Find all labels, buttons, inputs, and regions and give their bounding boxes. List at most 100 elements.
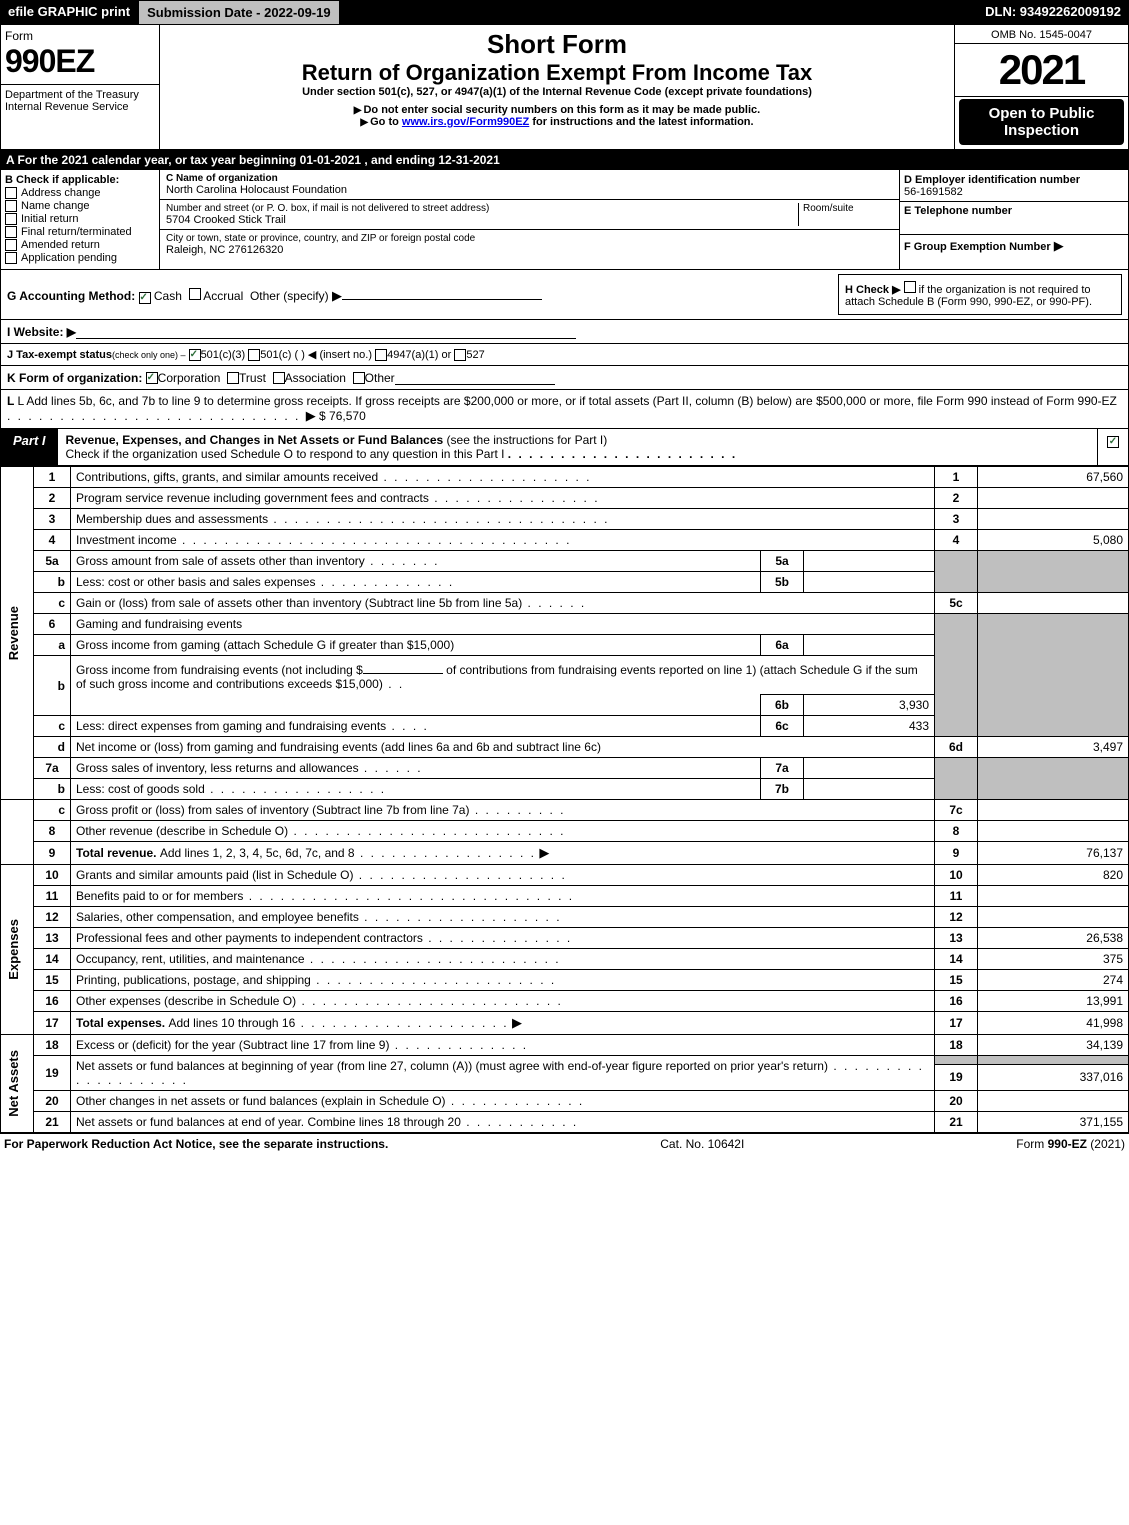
line-number: 16 — [34, 991, 71, 1012]
irs-label: Internal Revenue Service — [5, 101, 155, 113]
checkbox-corporation[interactable] — [146, 372, 158, 384]
checkbox-accrual[interactable] — [189, 288, 201, 300]
line-number: 20 — [34, 1091, 71, 1112]
section-b: B Check if applicable: Address change Na… — [1, 170, 160, 269]
checkbox-amended-return[interactable] — [5, 239, 17, 251]
table-row: 5a Gross amount from sale of assets othe… — [1, 551, 1129, 572]
line-number: 3 — [34, 509, 71, 530]
d-label: D Employer identification number — [904, 174, 1124, 186]
line-desc: Professional fees and other payments to … — [71, 928, 935, 949]
part-1-table: Revenue 1 Contributions, gifts, grants, … — [0, 466, 1129, 1133]
checkbox-schedule-b-not-required[interactable] — [904, 281, 916, 293]
table-row: 8 Other revenue (describe in Schedule O)… — [1, 821, 1129, 842]
line-desc: Gross income from gaming (attach Schedul… — [71, 635, 761, 656]
label-initial-return: Initial return — [21, 213, 78, 225]
grey-cell — [935, 551, 978, 593]
label-application-pending: Application pending — [21, 252, 117, 264]
c-city-label: City or town, state or province, country… — [166, 233, 893, 244]
grey-cell — [935, 758, 978, 800]
line-ref: 20 — [935, 1091, 978, 1112]
line-desc: Net income or (loss) from gaming and fun… — [71, 737, 935, 758]
checkbox-501c3[interactable] — [189, 349, 201, 361]
table-row: 4 Investment income . . . . . . . . . . … — [1, 530, 1129, 551]
line-desc: Less: cost or other basis and sales expe… — [71, 572, 761, 593]
line-ref: 17 — [935, 1012, 978, 1035]
checkbox-cash[interactable] — [139, 292, 151, 304]
form-number: 990EZ — [5, 43, 155, 80]
checkbox-address-change[interactable] — [5, 187, 17, 199]
header-center: Short Form Return of Organization Exempt… — [160, 25, 954, 149]
line-value: 820 — [978, 865, 1129, 886]
form-990ez-page: efile GRAPHIC print Submission Date - 20… — [0, 0, 1129, 1154]
checkbox-schedule-o[interactable] — [1107, 436, 1119, 448]
label-527: 527 — [466, 349, 484, 361]
table-row: d Net income or (loss) from gaming and f… — [1, 737, 1129, 758]
checkbox-application-pending[interactable] — [5, 252, 17, 264]
line-ref: 5c — [935, 593, 978, 614]
part-1-title: Revenue, Expenses, and Changes in Net As… — [58, 429, 1097, 465]
checkbox-final-return[interactable] — [5, 226, 17, 238]
section-c: C Name of organization North Carolina Ho… — [160, 170, 900, 269]
line-desc: Investment income . . . . . . . . . . . … — [71, 530, 935, 551]
line-desc: Gross profit or (loss) from sales of inv… — [71, 800, 935, 821]
label-association: Association — [285, 371, 346, 385]
subline-ref: 5a — [761, 551, 804, 572]
table-row: 2 Program service revenue including gove… — [1, 488, 1129, 509]
line-ref: 15 — [935, 970, 978, 991]
table-row: 3 Membership dues and assessments . . . … — [1, 509, 1129, 530]
line-value: 13,991 — [978, 991, 1129, 1012]
label-other-specify: Other (specify) — [250, 289, 329, 303]
checkbox-527[interactable] — [454, 349, 466, 361]
line-desc: Gross income from fundraising events (no… — [71, 656, 935, 695]
line-ref: 9 — [935, 842, 978, 865]
section-j: J Tax-exempt status (check only one) ‒ 5… — [0, 344, 1129, 366]
line-number: b — [34, 779, 71, 800]
line-desc: Other revenue (describe in Schedule O) .… — [71, 821, 935, 842]
irs-link[interactable]: www.irs.gov/Form990EZ — [402, 116, 529, 128]
line-value: 371,155 — [978, 1112, 1129, 1133]
line-value — [978, 488, 1129, 509]
i-label: I Website: ▶ — [7, 325, 76, 339]
line-ref: 13 — [935, 928, 978, 949]
form-word: Form — [5, 29, 155, 43]
checkbox-other-org[interactable] — [353, 372, 365, 384]
section-b-title: B Check if applicable: — [5, 174, 155, 186]
f-label: F Group Exemption Number — [904, 241, 1051, 253]
line-number: 7a — [34, 758, 71, 779]
table-row: 19 Net assets or fund balances at beginn… — [1, 1056, 1129, 1065]
checkbox-name-change[interactable] — [5, 200, 17, 212]
checkbox-association[interactable] — [273, 372, 285, 384]
check-o-text: Check if the organization used Schedule … — [66, 447, 505, 461]
checkbox-initial-return[interactable] — [5, 213, 17, 225]
c-name-label: C Name of organization — [166, 173, 893, 184]
line-desc: Printing, publications, postage, and shi… — [71, 970, 935, 991]
contrib-amount-field[interactable] — [363, 659, 443, 674]
line-desc: Other changes in net assets or fund bala… — [71, 1091, 935, 1112]
other-specify-field[interactable] — [342, 285, 542, 300]
line-number: 6 — [34, 614, 71, 635]
grey-cell — [978, 614, 1129, 737]
other-org-field[interactable] — [395, 370, 555, 385]
line-value — [978, 800, 1129, 821]
g-label: G Accounting Method: — [7, 289, 135, 303]
label-address-change: Address change — [21, 187, 101, 199]
website-field[interactable] — [76, 324, 576, 339]
checkbox-4947[interactable] — [375, 349, 387, 361]
c-street-label: Number and street (or P. O. box, if mail… — [166, 203, 798, 214]
checkbox-501c[interactable] — [248, 349, 260, 361]
line-number: 10 — [34, 865, 71, 886]
room-suite-label: Room/suite — [798, 203, 893, 226]
page-footer: For Paperwork Reduction Act Notice, see … — [0, 1133, 1129, 1154]
line-number: 19 — [34, 1056, 71, 1091]
table-row: 21 Net assets or fund balances at end of… — [1, 1112, 1129, 1133]
line-desc: Net assets or fund balances at end of ye… — [71, 1112, 935, 1133]
line-value — [978, 1091, 1129, 1112]
section-k: K Form of organization: Corporation Trus… — [0, 366, 1129, 390]
sections-g-h: G Accounting Method: Cash Accrual Other … — [0, 270, 1129, 320]
line-desc-cont — [71, 695, 761, 716]
checkbox-trust[interactable] — [227, 372, 239, 384]
subline-value — [804, 635, 935, 656]
k-label: K Form of organization: — [7, 371, 142, 385]
part-1-header: Part I Revenue, Expenses, and Changes in… — [0, 429, 1129, 466]
subline-value — [804, 572, 935, 593]
